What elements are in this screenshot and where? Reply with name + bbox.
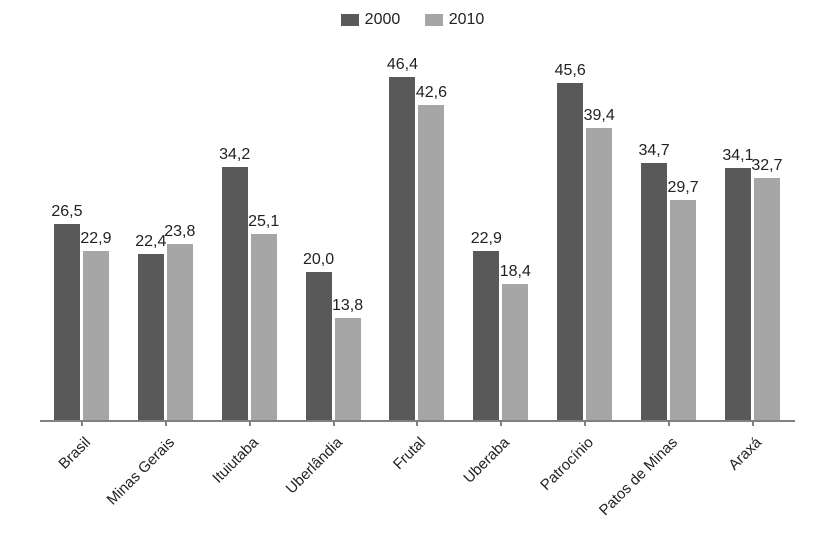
x-label-slot: Brasil bbox=[81, 434, 82, 534]
x-tick bbox=[333, 420, 335, 426]
x-label-slot: Patrocínio bbox=[585, 434, 586, 534]
bar-value-label: 34,7 bbox=[638, 142, 669, 160]
x-axis-label: Uberaba bbox=[461, 434, 514, 487]
x-axis-label: Ituiutaba bbox=[209, 434, 262, 487]
bar: 45,6 bbox=[557, 83, 583, 420]
x-label-slot: Ituiutaba bbox=[249, 434, 250, 534]
bar: 32,7 bbox=[754, 178, 780, 420]
bar-value-label: 20,0 bbox=[303, 251, 334, 269]
bar: 22,4 bbox=[138, 254, 164, 420]
x-axis-label: Uberlândia bbox=[282, 434, 345, 497]
bar-value-label: 22,9 bbox=[471, 230, 502, 248]
bar-groups: 26,522,922,423,834,225,120,013,846,442,6… bbox=[40, 50, 795, 420]
x-axis-label: Minas Gerais bbox=[103, 434, 178, 509]
bar-value-label: 22,4 bbox=[135, 233, 166, 251]
legend-swatch-2010 bbox=[425, 14, 443, 26]
bar-chart: 2000 2010 26,522,922,423,834,225,120,013… bbox=[0, 0, 825, 542]
x-axis-label: Patos de Minas bbox=[596, 434, 681, 519]
bar: 34,1 bbox=[725, 168, 751, 420]
x-label-slot: Patos de Minas bbox=[669, 434, 670, 534]
x-label-slot: Frutal bbox=[417, 434, 418, 534]
x-tick bbox=[584, 420, 586, 426]
bar-group: 26,522,9 bbox=[54, 50, 110, 420]
x-axis-labels: BrasilMinas GeraisItuiutabaUberlândiaFru… bbox=[40, 434, 795, 534]
bar: 18,4 bbox=[502, 284, 528, 420]
bar-value-label: 34,1 bbox=[722, 147, 753, 165]
x-axis-label: Patrocínio bbox=[537, 434, 597, 494]
x-tick bbox=[81, 420, 83, 426]
bar: 20,0 bbox=[306, 272, 332, 420]
bar-value-label: 29,7 bbox=[667, 179, 698, 197]
legend-swatch-2000 bbox=[341, 14, 359, 26]
bar: 25,1 bbox=[251, 234, 277, 420]
bar: 34,2 bbox=[222, 167, 248, 420]
bar-group: 22,423,8 bbox=[138, 50, 194, 420]
bar-value-label: 18,4 bbox=[500, 263, 531, 281]
x-tick bbox=[500, 420, 502, 426]
x-axis-label: Araxá bbox=[725, 434, 765, 474]
bar-value-label: 39,4 bbox=[584, 107, 615, 125]
legend-item-2010: 2010 bbox=[425, 12, 485, 28]
bar: 26,5 bbox=[54, 224, 80, 420]
bar-group: 34,729,7 bbox=[641, 50, 697, 420]
x-label-slot: Araxá bbox=[752, 434, 753, 534]
x-axis-label: Frutal bbox=[390, 434, 429, 473]
bar-group: 46,442,6 bbox=[389, 50, 445, 420]
legend: 2000 2010 bbox=[0, 12, 825, 31]
x-tick bbox=[416, 420, 418, 426]
x-label-slot: Uberaba bbox=[501, 434, 502, 534]
x-tick bbox=[668, 420, 670, 426]
bar-group: 20,013,8 bbox=[306, 50, 362, 420]
bar-value-label: 13,8 bbox=[332, 297, 363, 315]
bar: 46,4 bbox=[389, 77, 415, 420]
bar: 29,7 bbox=[670, 200, 696, 420]
bar: 13,8 bbox=[335, 318, 361, 420]
bar-value-label: 26,5 bbox=[51, 203, 82, 221]
x-axis-label: Brasil bbox=[55, 434, 94, 473]
bar: 39,4 bbox=[586, 128, 612, 420]
x-label-slot: Uberlândia bbox=[333, 434, 334, 534]
bar: 23,8 bbox=[167, 244, 193, 420]
legend-item-2000: 2000 bbox=[341, 12, 401, 28]
x-label-slot: Minas Gerais bbox=[165, 434, 166, 534]
bar-value-label: 46,4 bbox=[387, 56, 418, 74]
bar-value-label: 22,9 bbox=[80, 230, 111, 248]
bar: 34,7 bbox=[641, 163, 667, 420]
bar-group: 45,639,4 bbox=[557, 50, 613, 420]
bar-group: 34,132,7 bbox=[725, 50, 781, 420]
bar: 22,9 bbox=[83, 251, 109, 420]
plot-area: 26,522,922,423,834,225,120,013,846,442,6… bbox=[40, 50, 795, 422]
bar-group: 22,918,4 bbox=[473, 50, 529, 420]
bar: 22,9 bbox=[473, 251, 499, 420]
bar-group: 34,225,1 bbox=[222, 50, 278, 420]
x-tick bbox=[249, 420, 251, 426]
x-tick bbox=[752, 420, 754, 426]
bar-value-label: 34,2 bbox=[219, 146, 250, 164]
bar: 42,6 bbox=[418, 105, 444, 420]
legend-label-2000: 2000 bbox=[365, 12, 401, 28]
bar-value-label: 42,6 bbox=[416, 84, 447, 102]
bar-value-label: 23,8 bbox=[164, 223, 195, 241]
x-tick bbox=[165, 420, 167, 426]
bar-value-label: 45,6 bbox=[555, 62, 586, 80]
legend-label-2010: 2010 bbox=[449, 12, 485, 28]
bar-value-label: 25,1 bbox=[248, 213, 279, 231]
bar-value-label: 32,7 bbox=[751, 157, 782, 175]
